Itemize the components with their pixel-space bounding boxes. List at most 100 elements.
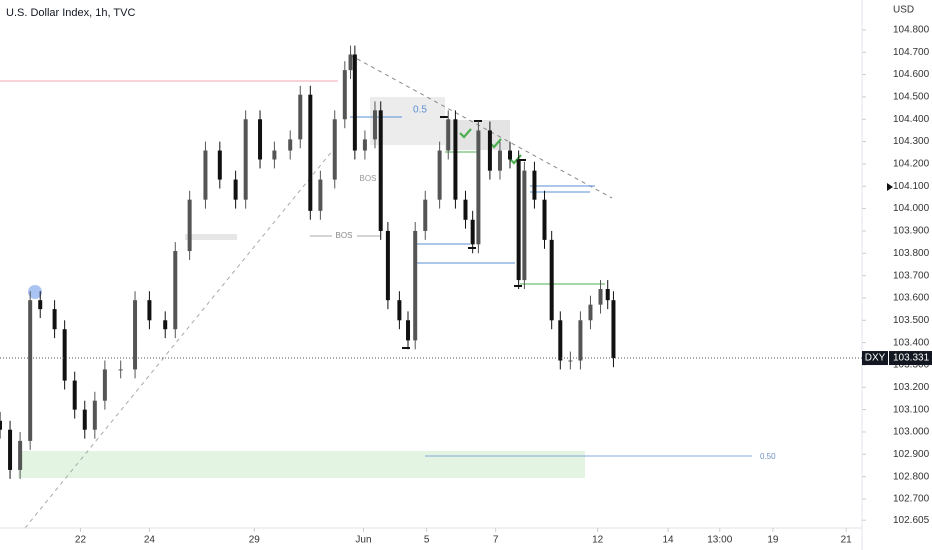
demand-zone bbox=[18, 451, 585, 478]
zone bbox=[185, 234, 237, 240]
candle-body bbox=[308, 94, 313, 211]
y-tick-label: 104.100 bbox=[893, 181, 930, 192]
candle-body bbox=[549, 239, 554, 321]
candle-body bbox=[378, 110, 383, 231]
y-tick-label: 103.900 bbox=[893, 226, 930, 237]
y-tick-label: 103.600 bbox=[893, 293, 930, 304]
y-tick-label: 103.300 bbox=[893, 360, 930, 371]
candle-body bbox=[0, 420, 2, 430]
candle-body bbox=[18, 440, 23, 470]
price-box bbox=[889, 351, 932, 366]
symbol-label: DXY bbox=[865, 353, 886, 364]
candle-body bbox=[318, 179, 323, 211]
annotation: 0.50 bbox=[760, 452, 776, 461]
candle-body bbox=[453, 119, 458, 200]
candle-body bbox=[163, 320, 168, 330]
candle-body bbox=[233, 179, 238, 200]
x-tick-label: 24 bbox=[144, 535, 156, 546]
candle-body bbox=[362, 139, 367, 151]
candle-body bbox=[588, 304, 593, 321]
candle-body bbox=[522, 170, 527, 281]
candle-body bbox=[578, 320, 583, 361]
x-tick-label: 13:00 bbox=[707, 535, 732, 546]
candle-body bbox=[8, 429, 13, 470]
x-tick-label: 21 bbox=[841, 535, 853, 546]
y-tick-label: 102.900 bbox=[893, 449, 930, 460]
candle-body bbox=[82, 409, 87, 430]
y-tick-label: 103.100 bbox=[893, 404, 930, 415]
candle-body bbox=[476, 130, 481, 245]
y-tick-label: 102.605 bbox=[893, 515, 930, 526]
candle-body bbox=[28, 300, 33, 441]
y-tick-label: 102.700 bbox=[893, 494, 930, 505]
candle-body bbox=[497, 150, 502, 171]
last-price-label: 103.331 bbox=[893, 353, 930, 364]
x-tick-label: 5 bbox=[424, 535, 430, 546]
candle-body bbox=[332, 119, 337, 180]
annotation: BOS bbox=[360, 174, 377, 183]
candle-body bbox=[258, 119, 263, 160]
candle-body bbox=[542, 199, 547, 240]
candle-body bbox=[372, 110, 377, 140]
drawings bbox=[0, 54, 752, 529]
candle-body bbox=[217, 150, 222, 180]
y-tick-label: 103.700 bbox=[893, 270, 930, 281]
x-tick-label: 19 bbox=[767, 535, 779, 546]
candle-body bbox=[516, 159, 521, 281]
chart-title: U.S. Dollar Index, 1h, TVC bbox=[6, 7, 135, 19]
candle-body bbox=[348, 54, 353, 71]
marker-circle bbox=[28, 285, 42, 299]
candle-body bbox=[558, 320, 563, 361]
y-tick-label: 104.300 bbox=[893, 136, 930, 147]
candle-body bbox=[272, 150, 277, 160]
y-tick-label: 104.000 bbox=[893, 203, 930, 214]
candle-body bbox=[147, 300, 152, 321]
candle-body bbox=[413, 230, 418, 341]
annotation: BOS bbox=[336, 231, 353, 240]
y-tick-label: 103.200 bbox=[893, 382, 930, 393]
y-tick-label: 103.000 bbox=[893, 427, 930, 438]
candle-body bbox=[508, 150, 513, 160]
y-tick-label: 103.800 bbox=[893, 248, 930, 259]
candle-body bbox=[173, 251, 178, 330]
candle-body bbox=[463, 199, 468, 220]
x-tick-label: 14 bbox=[662, 535, 674, 546]
y-tick-label: 104.500 bbox=[893, 92, 930, 103]
candle-body bbox=[288, 139, 293, 151]
y-tick-label: 104.800 bbox=[893, 25, 930, 36]
candle-body bbox=[568, 360, 573, 362]
candle-body bbox=[38, 300, 43, 310]
y-tick-label: 103.500 bbox=[893, 315, 930, 326]
x-tick-label: 7 bbox=[493, 535, 499, 546]
y-tick-label: 104.200 bbox=[893, 159, 930, 170]
candle-body bbox=[385, 230, 390, 301]
candle-body bbox=[611, 300, 616, 359]
y-tick-label: 104.600 bbox=[893, 69, 930, 80]
y-tick-label: 104.400 bbox=[893, 114, 930, 125]
symbol-box bbox=[862, 351, 888, 366]
candle-body bbox=[243, 119, 248, 200]
candle-body bbox=[598, 289, 603, 305]
candle-body bbox=[406, 320, 411, 341]
candle-body bbox=[92, 400, 97, 430]
candle-body bbox=[342, 70, 347, 120]
candle-body bbox=[487, 130, 492, 171]
candle-body bbox=[187, 199, 192, 252]
x-tick-label: 12 bbox=[592, 535, 604, 546]
candle-body bbox=[62, 329, 67, 381]
candle-body bbox=[133, 300, 138, 370]
axis-unit: USD bbox=[893, 5, 914, 16]
candle-body bbox=[532, 170, 537, 200]
annotation: 0.5 bbox=[413, 105, 427, 116]
y-tick-label: 103.400 bbox=[893, 337, 930, 348]
candle-body bbox=[352, 54, 357, 151]
trendline bbox=[349, 54, 613, 199]
candle-body bbox=[437, 150, 442, 200]
candle-body bbox=[605, 289, 610, 301]
x-tick-label: 29 bbox=[249, 535, 261, 546]
candle-body bbox=[102, 369, 107, 401]
trendline bbox=[24, 149, 334, 529]
candle-body bbox=[423, 199, 428, 231]
candle-body bbox=[470, 219, 475, 245]
